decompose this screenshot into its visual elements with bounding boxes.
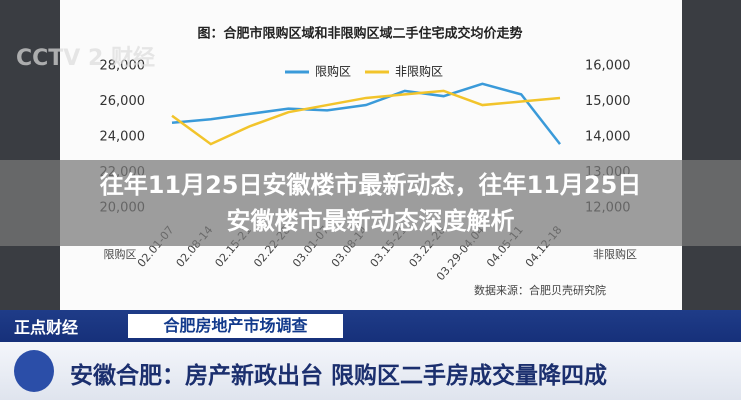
series-line (171, 89, 561, 146)
chart-title: 图：合肥市限购区域和非限购区域二手住宅成交均价走势 (197, 26, 522, 42)
chart-panel (60, 0, 682, 310)
program-strip (0, 310, 741, 342)
legend-label: 非限购区 (395, 64, 443, 79)
headline: 往年11月25日安徽楼市最新动态，往年11月25日 安徽楼市最新动态深度解析 (0, 160, 741, 246)
y2-tick-label: 14,000 (585, 130, 631, 145)
ticker-icon (14, 350, 54, 392)
y-axis-label: 限购区 (104, 247, 137, 261)
source: 数据来源：合肥贝壳研究院 (474, 283, 606, 297)
y-tick-label: 26,000 (100, 94, 146, 109)
y-tick-label: 28,000 (100, 59, 146, 74)
program-name: 正点财经 (14, 318, 79, 337)
y2-tick-label: 16,000 (585, 59, 631, 74)
channel-logo: CCTV 2 财经 (16, 46, 155, 71)
y2-axis-label: 非限购区 (593, 247, 637, 261)
ticker-text: 安徽合肥：房产新政出台 限购区二手房成交量降四成 (70, 363, 608, 389)
series-line (171, 82, 561, 145)
headline-line: 往年11月25日安徽楼市最新动态，往年11月25日 (99, 171, 642, 199)
y-tick-label: 24,000 (100, 130, 146, 145)
legend-label: 限购区 (315, 64, 351, 79)
headline-line: 安徽楼市最新动态深度解析 (226, 207, 515, 235)
y2-tick-label: 15,000 (585, 94, 631, 109)
ticker-bar (0, 342, 741, 400)
segment-title: 合肥房地产市场调查 (128, 314, 343, 338)
